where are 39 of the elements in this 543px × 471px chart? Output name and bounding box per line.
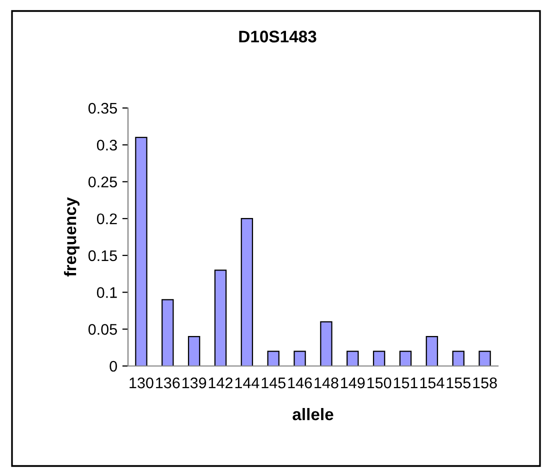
y-tick-label: 0.3	[96, 140, 117, 151]
y-tick-label: 0	[110, 360, 117, 372]
bar	[135, 136, 148, 366]
x-tick-label: 130	[130, 378, 154, 388]
y-tick-label: 0.1	[96, 287, 117, 298]
y-tick-label: 0.35	[88, 102, 117, 114]
y-tick-label: 0.2	[96, 213, 117, 224]
bar	[294, 350, 306, 366]
chart-title: D10S1483	[239, 30, 316, 42]
x-tick-label: 146	[288, 378, 312, 388]
bar	[372, 350, 386, 366]
x-tick-label: 150	[367, 378, 392, 388]
x-axis-title: allele	[292, 408, 334, 420]
bar	[188, 336, 200, 366]
bar	[267, 350, 280, 366]
y-tick-label: 0.25	[88, 176, 117, 188]
x-tick-label: 148	[314, 378, 338, 388]
x-tick-label: 139	[182, 378, 206, 388]
x-tick-label: 155	[446, 378, 470, 388]
bar	[162, 299, 174, 366]
y-tick-label: 0.05	[88, 324, 117, 335]
bar	[399, 350, 412, 366]
bar	[320, 321, 332, 366]
bar	[240, 218, 254, 366]
x-tick-label: 151	[394, 378, 418, 388]
bar	[426, 336, 438, 366]
bar	[452, 350, 464, 366]
x-tick-label: 144	[235, 378, 260, 388]
x-tick-label: 154	[420, 378, 444, 388]
bar	[478, 350, 491, 366]
y-tick-label: 0.15	[88, 250, 117, 262]
bar	[214, 270, 227, 366]
y-axis-title: frequency	[64, 197, 80, 277]
x-tick-label: 136	[156, 378, 180, 388]
x-tick-label: 149	[341, 378, 365, 388]
bar	[346, 350, 359, 366]
x-tick-label: 142	[208, 378, 232, 388]
x-tick-label: 145	[262, 378, 286, 388]
x-tick-label: 158	[473, 378, 497, 388]
